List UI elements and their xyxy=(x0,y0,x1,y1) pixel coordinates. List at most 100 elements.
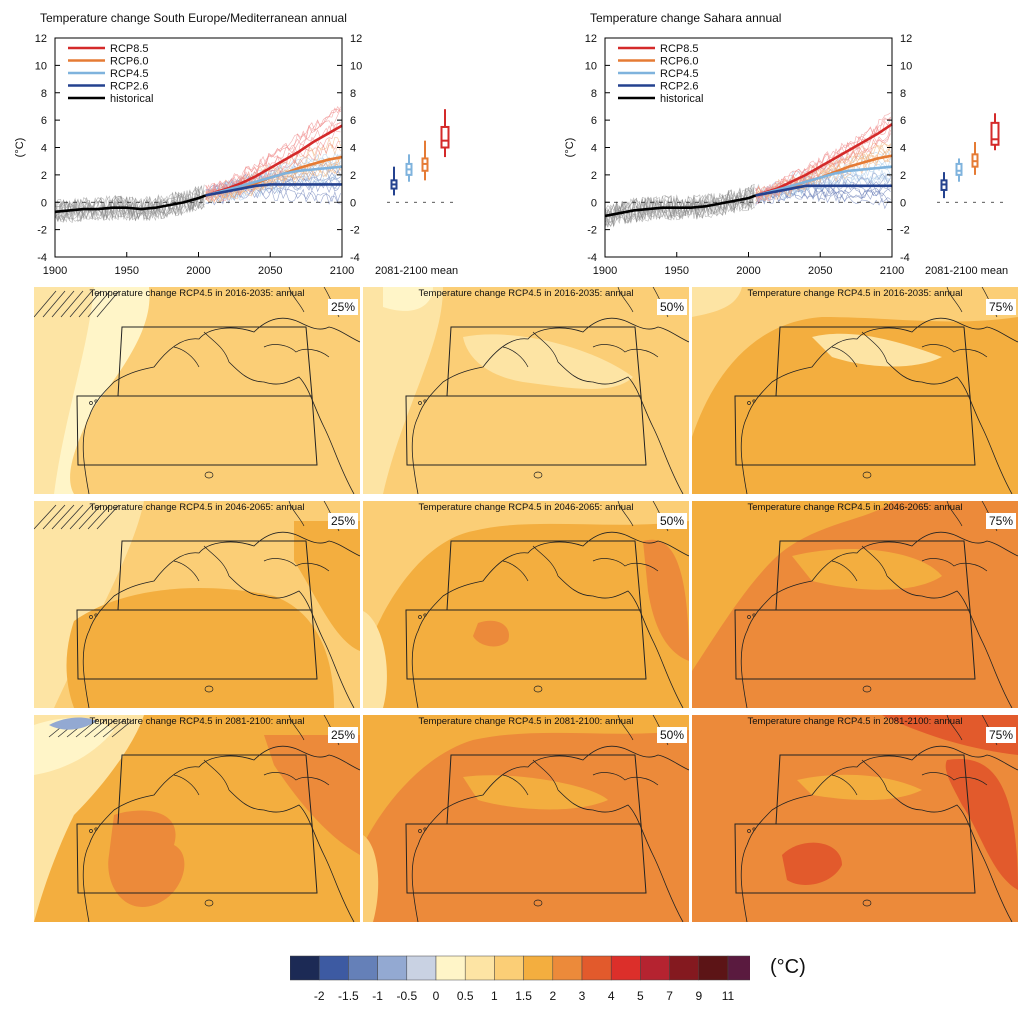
island-outline xyxy=(752,827,756,831)
y-tick-label-right: 4 xyxy=(350,143,356,155)
colorbar-swatch xyxy=(669,955,700,981)
island-outline xyxy=(862,685,872,693)
y-tick-label: 12 xyxy=(35,33,47,45)
region-box-sahara xyxy=(76,609,318,680)
y-tick-label: -4 xyxy=(587,252,597,264)
x-tick-label: 2100 xyxy=(880,265,904,277)
island-outline xyxy=(204,471,214,479)
hatch-line xyxy=(78,290,102,318)
x-tick-label: 1900 xyxy=(43,265,67,277)
hatch-line xyxy=(93,718,117,738)
island-outline xyxy=(204,685,214,693)
island-outline xyxy=(747,401,751,405)
colorbar-swatch xyxy=(523,955,554,981)
boxplot-rcp26 xyxy=(940,172,948,199)
y-tick-label: 2 xyxy=(591,170,597,182)
boxplot-rcp45 xyxy=(405,154,413,182)
colorbar: -2 -1.5 -1 -0.5 0 0.5 1 1.5 2 3 4 5 7 9 11 xyxy=(290,954,750,1014)
y-tick-label-right: -2 xyxy=(900,225,910,237)
coastline xyxy=(740,317,1018,494)
coastline xyxy=(82,317,360,494)
map-panel: Temperature change RCP4.5 in 2046-2065: … xyxy=(692,501,1018,708)
colorbar-tick-label: 4 xyxy=(608,989,615,1003)
y-tick-label-right: 12 xyxy=(900,33,912,45)
hatch-line xyxy=(102,718,126,738)
coastline xyxy=(82,745,360,922)
negative-shade-region xyxy=(49,717,96,730)
legend-label: RCP8.5 xyxy=(110,43,149,55)
hatch-line xyxy=(111,718,135,738)
island-outline xyxy=(423,613,427,617)
timeseries-panel-south-europe: Temperature change South Europe/Mediterr… xyxy=(0,0,511,285)
hatch-line xyxy=(69,504,93,530)
colorbar-swatch xyxy=(318,955,349,981)
map-shade-region xyxy=(34,287,94,494)
region-box-sahara xyxy=(734,395,976,466)
box-label: 2081-2100 mean xyxy=(925,265,1008,277)
hatch-line xyxy=(34,504,57,530)
coastline xyxy=(173,545,330,582)
map-shade-region xyxy=(34,501,144,708)
coastline xyxy=(411,745,689,922)
coastline xyxy=(82,531,360,708)
box-label: 2081-2100 mean xyxy=(375,265,458,277)
historical-member-line xyxy=(54,185,205,221)
map-shade-region xyxy=(264,735,360,855)
colorbar-svg: -2 -1.5 -1 -0.5 0 0.5 1 1.5 2 3 4 5 7 9 11 xyxy=(290,955,750,1003)
hatch-line xyxy=(42,290,66,318)
hatch-line xyxy=(69,290,93,318)
y-tick-label-right: 8 xyxy=(900,88,906,100)
hatch-line xyxy=(60,290,84,318)
colorbar-tick-label: 1 xyxy=(491,989,498,1003)
historical-member-line xyxy=(54,191,205,221)
legend-label: RCP4.5 xyxy=(660,68,699,80)
historical-member-line xyxy=(604,187,755,224)
coastline xyxy=(831,331,988,368)
region-box-sahara xyxy=(76,395,318,466)
significance-hatching xyxy=(34,504,120,530)
coastline xyxy=(740,531,1018,708)
scenario-member-line xyxy=(205,187,341,206)
y-axis-label: (°C) xyxy=(564,138,576,158)
island-outline xyxy=(94,399,98,403)
region-box-sahara xyxy=(734,609,976,680)
y-tick-label: 10 xyxy=(585,60,597,72)
boxplot-rcp60 xyxy=(421,140,429,181)
map-title: Temperature change RCP4.5 in 2016-2035: … xyxy=(747,288,963,299)
series-line-rcp45 xyxy=(755,165,893,197)
timeseries-svg: Temperature change South Europe/Mediterr… xyxy=(14,11,458,277)
region-box-sahara xyxy=(76,823,318,894)
percentile-label: 25% xyxy=(327,727,358,743)
legend-label: RCP2.6 xyxy=(110,81,149,93)
x-tick-label: 1950 xyxy=(665,265,689,277)
y-tick-label: 4 xyxy=(591,143,597,155)
map-panel: Temperature change RCP4.5 in 2016-2035: … xyxy=(363,287,689,494)
island-outline xyxy=(752,613,756,617)
map-title: Temperature change RCP4.5 in 2016-2035: … xyxy=(418,288,634,299)
hatch-line xyxy=(84,718,108,738)
map-svg xyxy=(363,287,689,494)
x-tick-label: 2050 xyxy=(258,265,282,277)
y-tick-label-right: 0 xyxy=(350,197,356,209)
map-svg xyxy=(363,715,689,922)
scenario-member-line xyxy=(205,152,341,195)
y-tick-label-right: 6 xyxy=(900,115,906,127)
coastline xyxy=(831,759,988,796)
map-title: Temperature change RCP4.5 in 2081-2100: … xyxy=(747,716,963,727)
island-outline xyxy=(423,399,427,403)
island-outline xyxy=(423,827,427,831)
map-panel: Temperature change RCP4.5 in 2016-2035: … xyxy=(692,287,1018,494)
colorbar-swatch xyxy=(377,955,408,981)
map-title: Temperature change RCP4.5 in 2081-2100: … xyxy=(418,716,634,727)
hatch-line xyxy=(34,290,57,318)
coastline xyxy=(173,759,330,796)
y-tick-label: 12 xyxy=(585,33,597,45)
x-tick-label: 2000 xyxy=(736,265,760,277)
timeseries-panel-sahara: Temperature change Sahara annual -4 -4 -2 -2… xyxy=(550,0,1022,285)
hatch-line xyxy=(87,504,111,530)
map-shade-region xyxy=(945,759,1018,890)
coastline xyxy=(502,545,659,582)
boxplot-rcp26 xyxy=(390,166,398,196)
percentile-label: 25% xyxy=(327,513,358,529)
